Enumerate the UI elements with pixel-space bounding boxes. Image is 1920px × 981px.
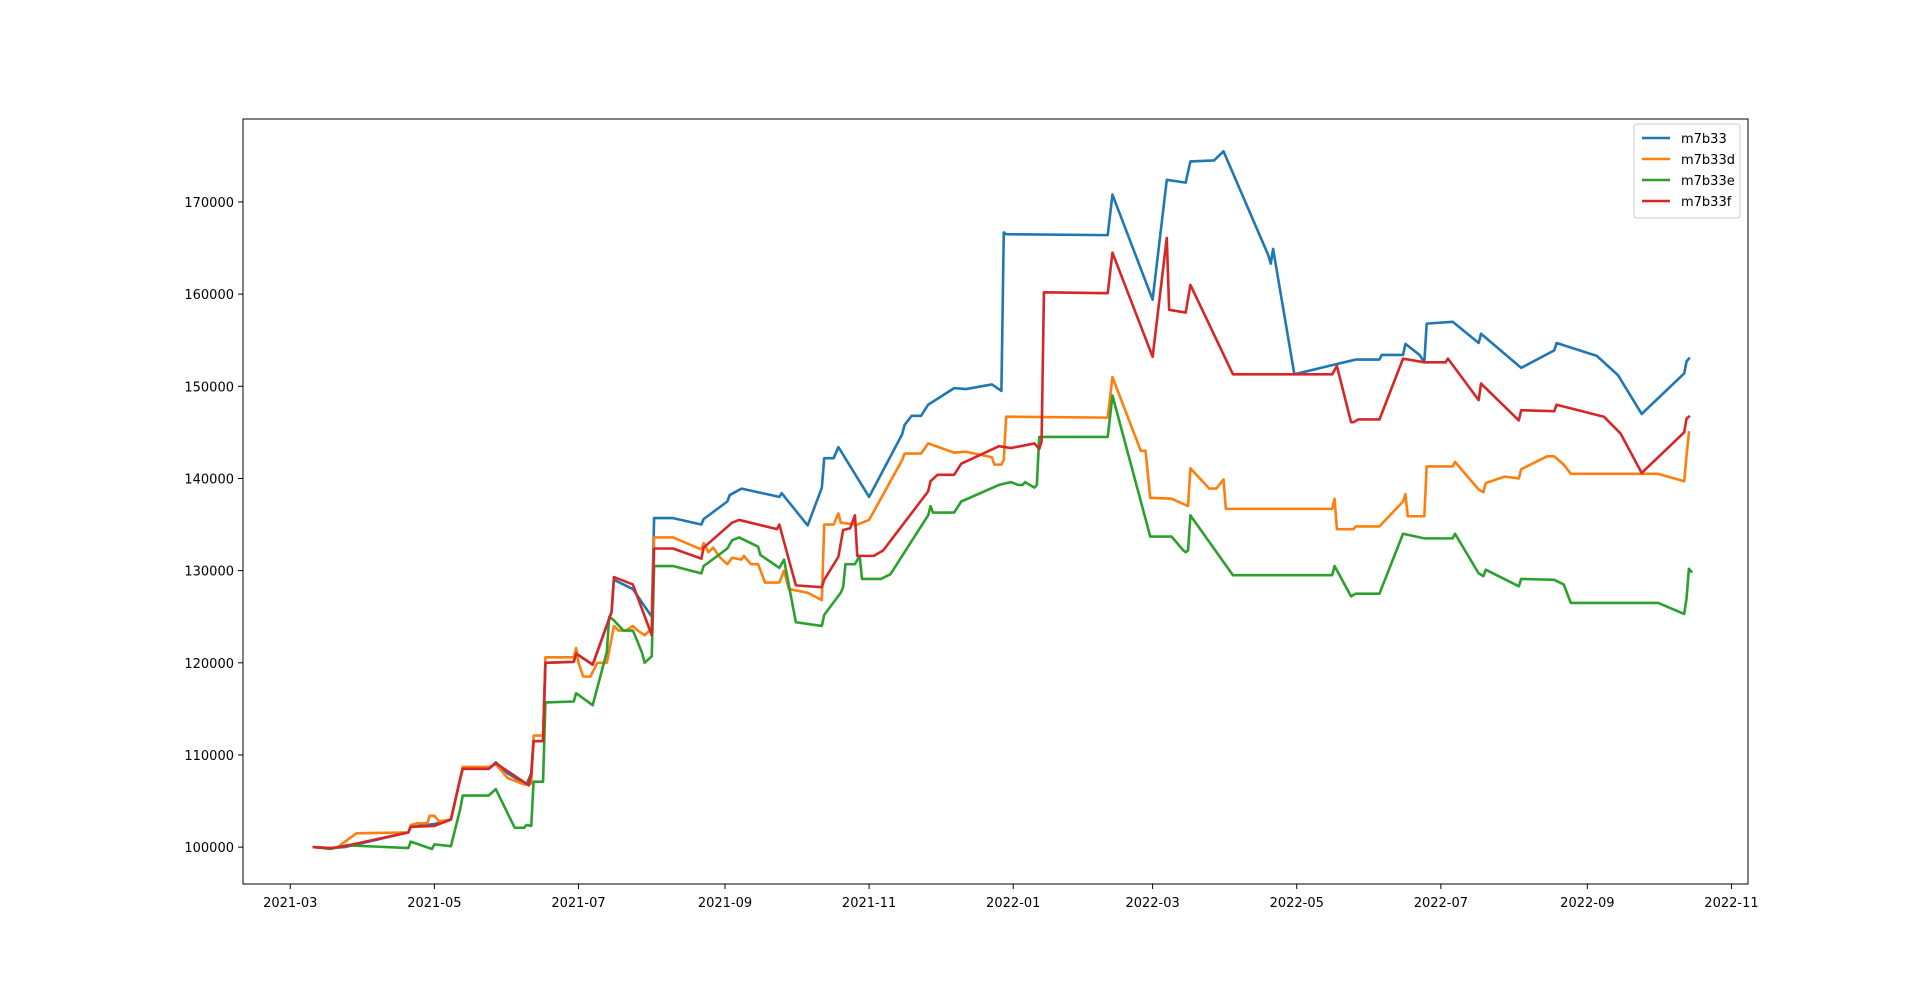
- series-line-m7b33f: [312, 236, 1691, 850]
- series-layer: [312, 149, 1694, 851]
- x-tick-label: 2022-01: [986, 896, 1040, 911]
- y-tick-label: 100000: [184, 841, 234, 856]
- legend-label: m7b33e: [1681, 174, 1735, 189]
- plot-frame: [242, 118, 1749, 885]
- x-tick-label: 2022-05: [1270, 896, 1324, 911]
- y-tick-label: 170000: [184, 196, 234, 211]
- legend-label: m7b33f: [1681, 195, 1732, 210]
- y-tick-label: 120000: [184, 657, 234, 672]
- x-tick-label: 2022-03: [1125, 896, 1179, 911]
- y-tick-label: 130000: [184, 565, 234, 580]
- legend: m7b33 m7b33d m7b33e m7b33f: [1633, 123, 1741, 219]
- y-tick-label: 150000: [184, 380, 234, 395]
- x-axis: 2021-03 2021-05 2021-07 2021-09 2021-11 2022-…: [263, 884, 1759, 911]
- legend-label: m7b33d: [1681, 153, 1735, 168]
- x-tick-label: 2021-03: [263, 896, 317, 911]
- y-tick-label: 140000: [184, 472, 234, 487]
- x-tick-label: 2022-11: [1704, 896, 1758, 911]
- x-tick-label: 2021-07: [551, 896, 605, 911]
- x-tick-label: 2021-09: [698, 896, 752, 911]
- y-axis: 100000 110000 120000 130000 140000 150000 1600…: [184, 196, 243, 856]
- y-tick-label: 160000: [184, 288, 234, 303]
- series-line-m7b33e: [312, 394, 1694, 851]
- x-tick-label: 2022-07: [1414, 896, 1468, 911]
- x-tick-label: 2021-11: [842, 896, 896, 911]
- y-tick-label: 110000: [184, 749, 234, 764]
- legend-label: m7b33: [1681, 132, 1727, 147]
- x-tick-label: 2022-09: [1560, 896, 1614, 911]
- legend-box: [1633, 123, 1741, 219]
- x-tick-label: 2021-05: [407, 896, 461, 911]
